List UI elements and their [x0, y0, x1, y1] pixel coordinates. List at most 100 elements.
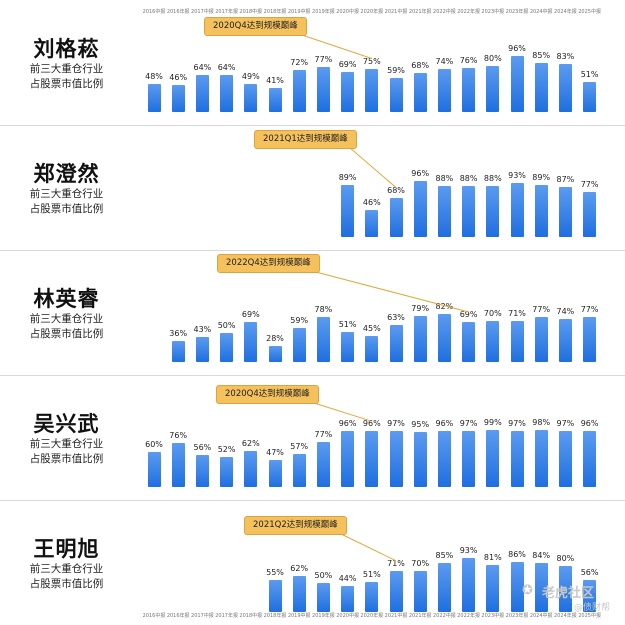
- bar-value-label: 76%: [169, 430, 188, 440]
- manager-label-block: 林英睿 前三大重仓行业 占股票市值比例: [0, 286, 133, 342]
- bar: [365, 582, 379, 612]
- bar: [365, 210, 379, 237]
- period-tick-label: 2021中报: [384, 613, 408, 619]
- bar: [171, 85, 185, 112]
- bar-value-label: 78%: [314, 304, 333, 314]
- bar-value-label: 41%: [266, 76, 284, 86]
- period-tick-label: 2025中报: [578, 613, 601, 619]
- bar-value-label: 93%: [508, 171, 526, 181]
- callout-connector-line: [311, 270, 469, 313]
- peak-callout: 2020Q4达到规模巅峰: [204, 17, 307, 36]
- manager-name: 王明旭: [33, 537, 100, 561]
- bar-value-label: 80%: [483, 53, 502, 63]
- bar-value-label: 76%: [459, 55, 478, 65]
- bar: [220, 333, 234, 362]
- bar-value-label: 50%: [217, 321, 236, 330]
- bar-value-label: 85%: [532, 50, 551, 60]
- bar-value-label: 46%: [169, 73, 188, 83]
- manager-description-line: 占股票市值比例: [29, 78, 104, 90]
- manager-description-line: 占股票市值比例: [29, 203, 104, 215]
- bar-value-label: 81%: [483, 553, 502, 563]
- bar: [413, 181, 427, 237]
- period-tick-label: 2023年报: [505, 9, 529, 15]
- bar-value-label: 48%: [145, 72, 163, 82]
- bar-value-label: 69%: [338, 59, 357, 69]
- period-tick-label: 2023中报: [481, 613, 505, 619]
- bar-value-label: 95%: [411, 419, 430, 429]
- period-tick-label: 2017中报: [191, 9, 214, 15]
- bar-value-label: 72%: [290, 58, 309, 68]
- period-tick-label: 2024年报: [554, 9, 577, 15]
- period-tick-label: 2017年报: [215, 9, 238, 15]
- bar: [510, 430, 524, 487]
- bar-value-label: 50%: [314, 571, 333, 580]
- bar-value-label: 57%: [290, 441, 309, 451]
- bar: [316, 583, 330, 612]
- bar: [462, 558, 476, 612]
- bar-value-label: 60%: [145, 440, 163, 450]
- callout-connector-line: [338, 532, 397, 562]
- bar: [510, 183, 524, 237]
- bar-value-label: 68%: [411, 60, 430, 70]
- bar: [365, 68, 379, 112]
- period-tick-label: 2020年报: [360, 613, 384, 619]
- bar-value-label: 70%: [483, 309, 502, 319]
- bar: [413, 72, 427, 112]
- bar-value-label: 98%: [532, 418, 551, 428]
- watermark: ✪ 老虎社区 @债财帮: [522, 577, 625, 625]
- bar-value-label: 84%: [532, 551, 551, 561]
- bar: [558, 319, 572, 362]
- bar-value-label: 77%: [580, 305, 599, 315]
- bar-value-label: 51%: [362, 570, 381, 580]
- period-tick-label: 2017年报: [215, 613, 238, 619]
- manager-label-block: 郑澄然 前三大重仓行业 占股票市值比例: [0, 161, 133, 217]
- bar-value-label: 86%: [508, 550, 526, 560]
- bar: [292, 576, 306, 612]
- bar-value-label: 69%: [241, 309, 260, 319]
- bar: [389, 430, 403, 487]
- bar: [510, 320, 524, 362]
- period-tick-label: 2019中报: [287, 9, 311, 15]
- bar: [171, 341, 185, 362]
- period-tick-label: 2021中报: [384, 9, 408, 15]
- bar-value-label: 71%: [387, 558, 405, 568]
- bar: [268, 459, 282, 487]
- bar-value-label: 63%: [387, 313, 405, 323]
- bar-value-label: 79%: [411, 304, 430, 314]
- bar: [147, 452, 161, 487]
- period-tick-label: 2024中报: [529, 9, 553, 15]
- bar-value-label: 89%: [338, 173, 357, 183]
- bar-value-label: 51%: [338, 320, 357, 330]
- panel-divider: [0, 125, 625, 126]
- bar-value-label: 89%: [532, 173, 551, 183]
- period-tick-label: 2021年报: [408, 9, 432, 15]
- bar: [534, 563, 548, 612]
- period-tick-label: 2018年报: [263, 613, 287, 619]
- watermark-handle: @债财帮: [574, 603, 611, 613]
- manager-panel: 刘格菘 前三大重仓行业 占股票市值比例 48% 46% 64% 64% 49% 41% 72% 77…: [0, 0, 625, 125]
- panel-divider: [0, 375, 625, 376]
- period-tick-label: 2023中报: [481, 9, 505, 15]
- period-tick-label: 2020年报: [360, 9, 384, 15]
- period-tick-label: 2017中报: [191, 613, 214, 619]
- bar-value-label: 82%: [435, 302, 454, 312]
- bar: [486, 185, 500, 237]
- bar: [462, 430, 476, 487]
- bar: [341, 332, 355, 362]
- bar: [583, 82, 597, 112]
- bar: [462, 321, 476, 362]
- bar: [558, 186, 572, 237]
- period-tick-label: 2016中报: [142, 9, 166, 15]
- bar: [462, 67, 476, 112]
- peak-callout: 2021Q1达到规模巅峰: [254, 130, 357, 149]
- bar: [292, 327, 306, 362]
- bar: [341, 431, 355, 487]
- bar: [195, 74, 209, 112]
- bar: [486, 65, 500, 112]
- manager-name: 吴兴武: [33, 412, 100, 436]
- manager-name: 郑澄然: [33, 162, 100, 186]
- bar: [558, 565, 572, 612]
- panel-divider: [0, 500, 625, 501]
- manager-panel: 郑澄然 前三大重仓行业 占股票市值比例 89% 46% 68% 96% 88% 88% 88% 93…: [0, 125, 625, 250]
- bar: [268, 580, 282, 612]
